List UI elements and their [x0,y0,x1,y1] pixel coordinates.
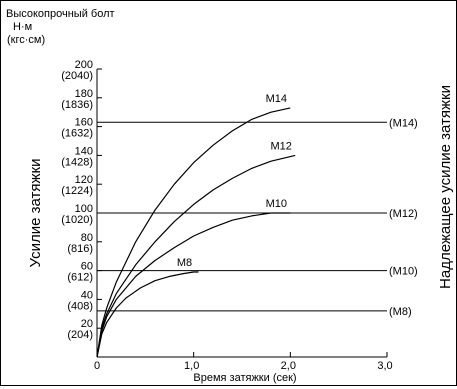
y-tick-label: 60 [81,261,93,273]
unit-primary: Н·м [13,21,32,33]
y-tick-sublabel: (1020) [61,214,93,226]
y-tick-sublabel: (1428) [61,156,93,168]
reference-line-label: (M12) [389,208,418,220]
reference-line-label: (M10) [389,266,418,278]
right-axis-label: Надлежащее усилие затяжки [437,85,454,289]
y-tick-label: 140 [75,145,93,157]
reference-lines: (M14) (M12) (M10) (M8) [97,117,418,318]
x-tick-label: 2,0 [281,360,296,372]
y-tick-label: 100 [75,203,93,215]
y-tick-label: 20 [81,318,93,330]
reference-line-label: (M14) [389,117,418,129]
series-curves: M8 M10 M12 M14 [96,93,296,358]
x-axis-label: Время затяжки (сек) [193,372,296,384]
series-line-m12 [96,154,296,358]
y-tick-label: 160 [75,117,93,129]
x-tick-label: 1,0 [184,360,199,372]
series-label-m12: M12 [270,140,291,152]
y-tick-label: 180 [75,88,93,100]
y-axis-label: Усилие затяжки [27,159,44,268]
unit-secondary: (кгс·см) [7,34,45,46]
y-ticks: 20(204) 40(408) 60(612) 80(816) 100(1020) 120… [61,59,102,341]
x-ticks: 0 1,0 2,0 3,0 [94,352,393,372]
y-tick-label: 120 [75,174,93,186]
chart-title: Высокопрочный болт [6,8,115,20]
series-line-m10 [96,212,291,358]
y-tick-sublabel: (204) [67,329,93,341]
y-tick-sublabel: (1632) [61,128,93,140]
y-tick-sublabel: (408) [67,300,93,312]
reference-line-label: (M8) [389,306,412,318]
series-label-m14: M14 [266,93,287,105]
y-tick-sublabel: (1836) [61,99,93,111]
y-tick-label: 40 [81,289,93,301]
series-label-m8: M8 [177,257,192,269]
y-tick-sublabel: (1224) [61,185,93,197]
series-line-m14 [96,107,291,358]
y-tick-sublabel: (816) [67,243,93,255]
x-tick-label: 3,0 [377,360,392,372]
series-line-m8 [96,271,199,358]
series-label-m10: M10 [266,198,287,210]
y-tick-sublabel: (2040) [61,70,93,82]
y-tick-label: 80 [81,232,93,244]
torque-chart: Высокопрочный болт Н·м (кгс·см) Усилие з… [6,8,454,384]
x-tick-label: 0 [94,360,100,372]
y-tick-label: 200 [75,59,93,71]
y-tick-sublabel: (612) [67,272,93,284]
